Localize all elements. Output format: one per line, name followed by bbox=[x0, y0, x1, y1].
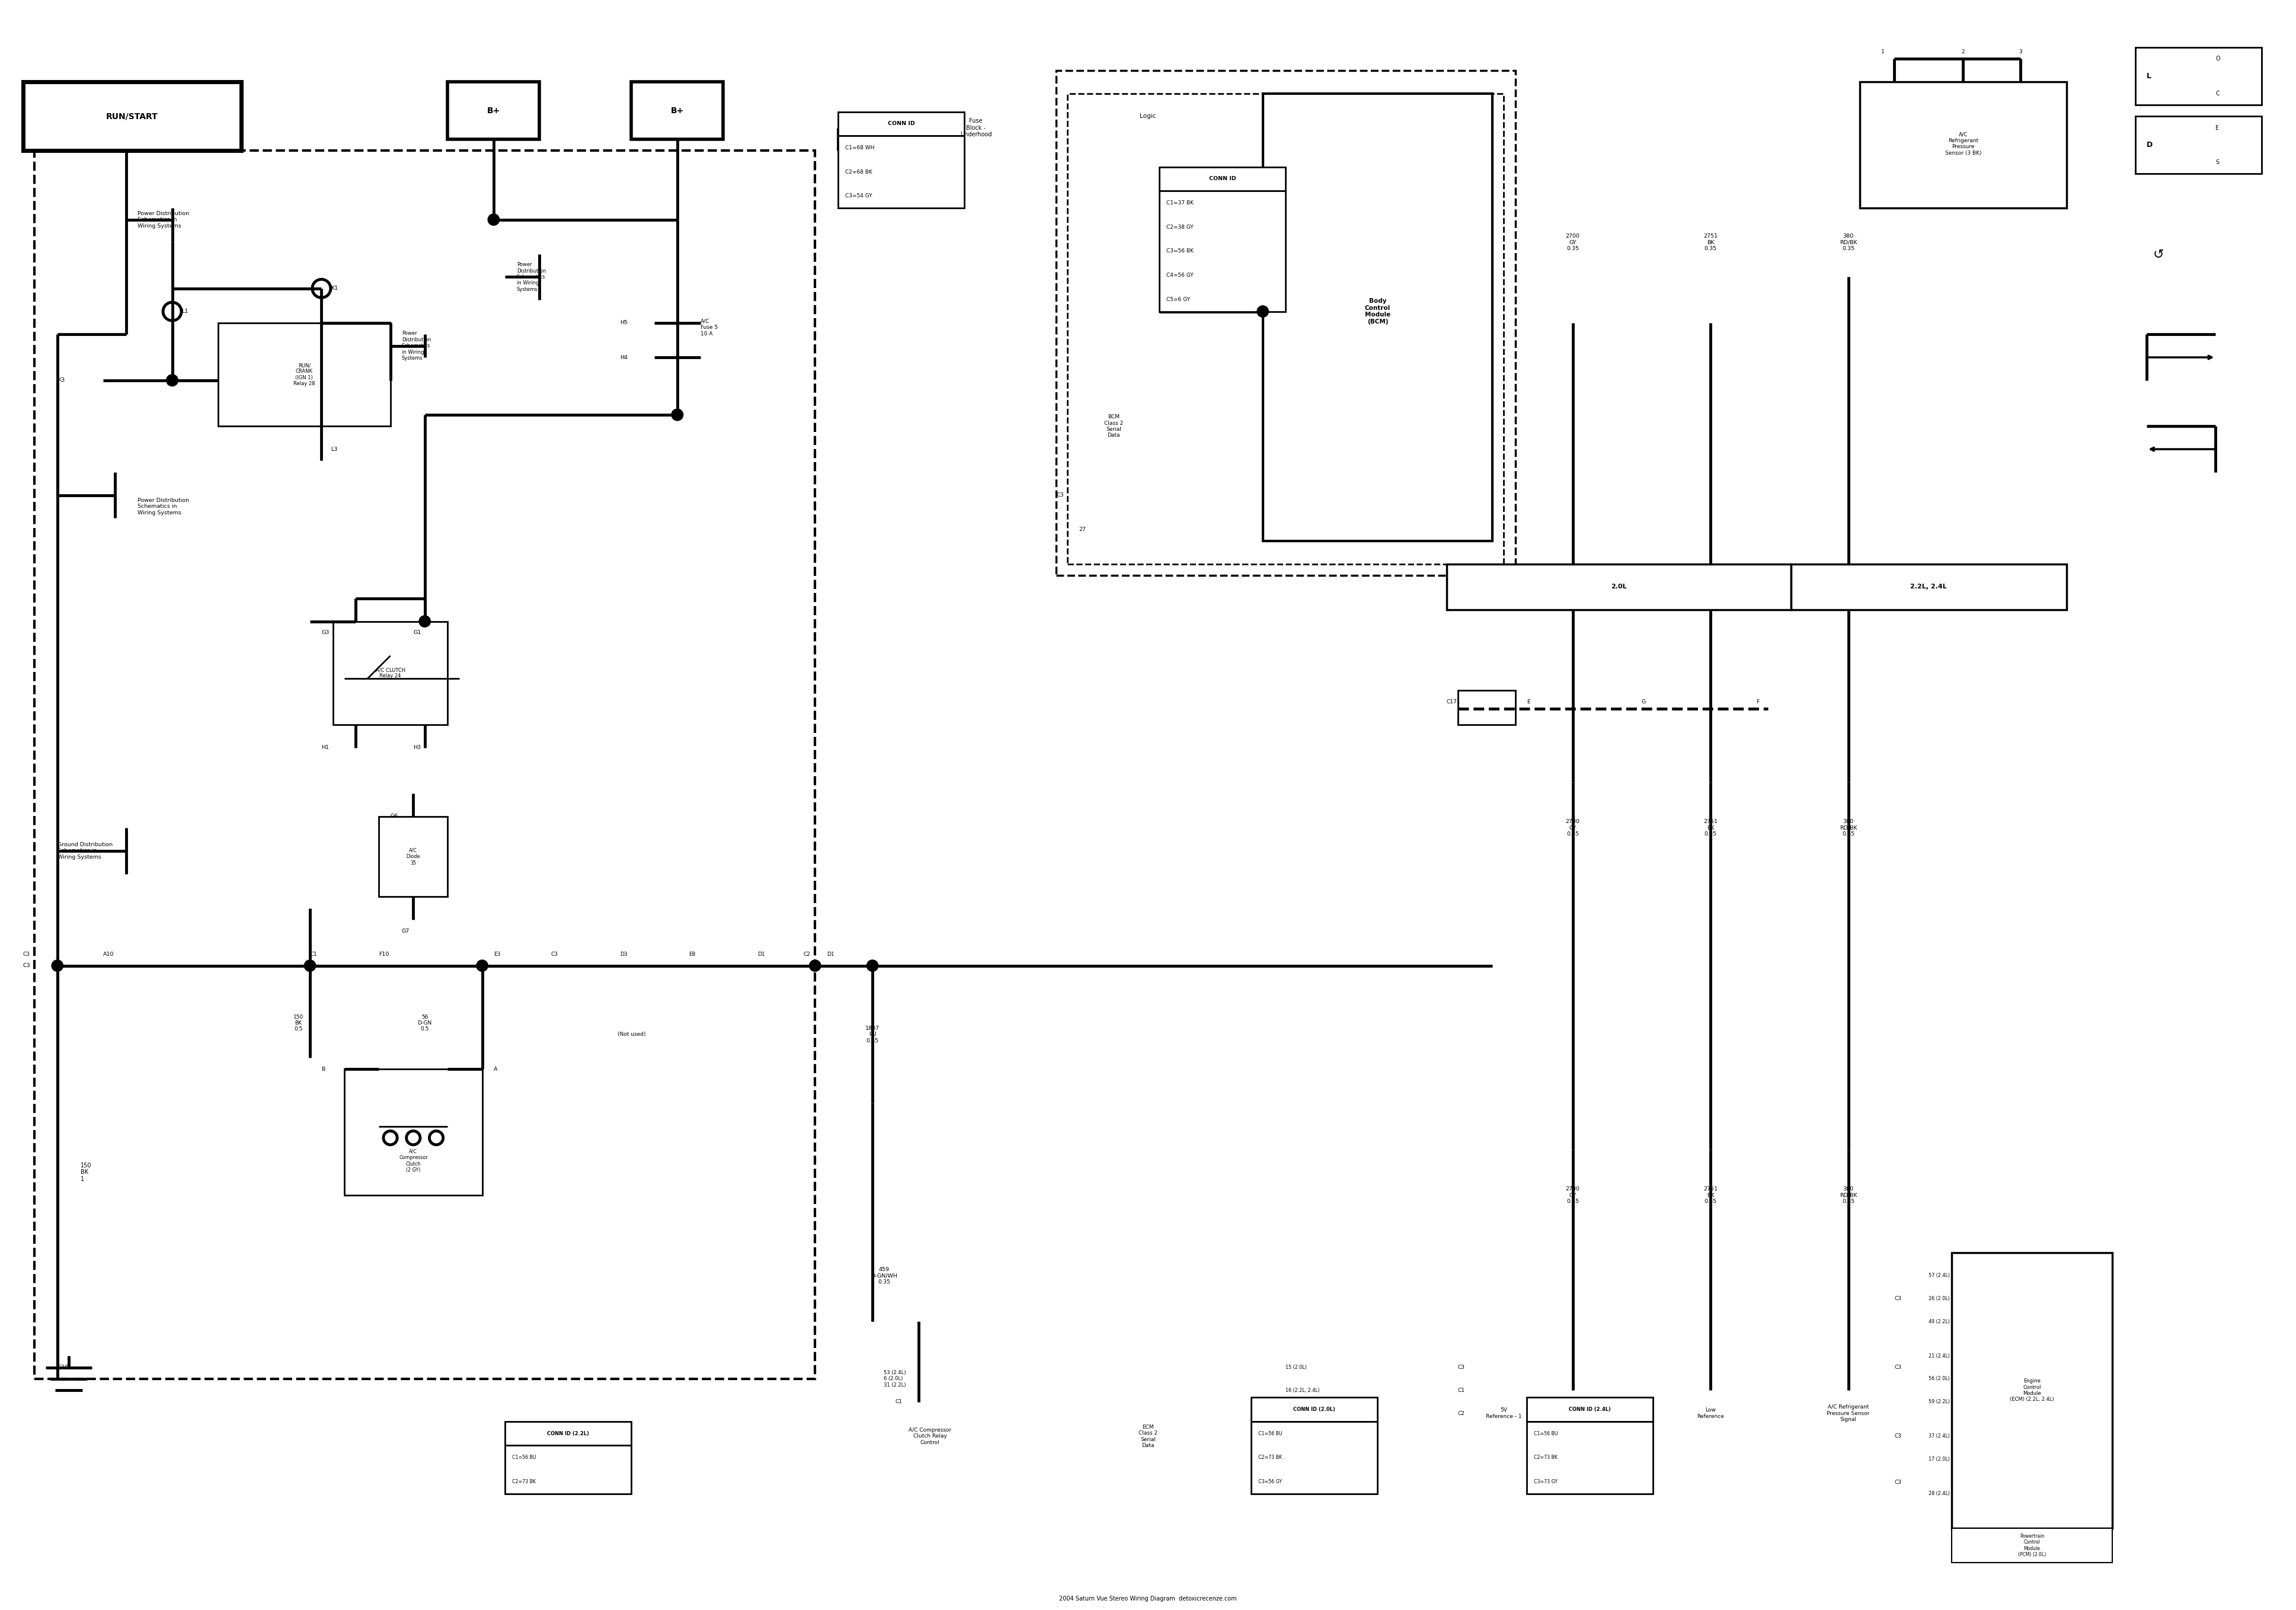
Bar bbox=[1159, 192, 1286, 311]
Text: BCM
Class 2
Serial
Data: BCM Class 2 Serial Data bbox=[1104, 414, 1123, 438]
Text: A/C Compressor
Clutch Relay
Control: A/C Compressor Clutch Relay Control bbox=[909, 1428, 951, 1446]
Text: E: E bbox=[2216, 126, 2220, 130]
Text: E3: E3 bbox=[494, 952, 501, 956]
Circle shape bbox=[305, 960, 317, 971]
Text: A: A bbox=[494, 1066, 498, 1072]
Text: C1: C1 bbox=[1458, 1388, 1465, 1393]
Text: CONN ID: CONN ID bbox=[1210, 175, 1235, 182]
Text: 2700
GY
0.35: 2700 GY 0.35 bbox=[1566, 819, 1580, 837]
Text: C3: C3 bbox=[1894, 1296, 1901, 1301]
Text: C2=68 BK: C2=68 BK bbox=[845, 169, 872, 174]
Text: S: S bbox=[2216, 159, 2220, 166]
Text: 380
RD/BK
0.35: 380 RD/BK 0.35 bbox=[1839, 1187, 1857, 1204]
Text: A/C
Fuse 5
10 A: A/C Fuse 5 10 A bbox=[700, 319, 719, 336]
Text: 2751
BK
0.35: 2751 BK 0.35 bbox=[1704, 1187, 1717, 1204]
Text: 57 (2.4L): 57 (2.4L) bbox=[1929, 1274, 1949, 1278]
Text: 1: 1 bbox=[1880, 50, 1885, 55]
Bar bbox=[505, 1446, 631, 1494]
Text: H1: H1 bbox=[321, 745, 328, 750]
Text: D1: D1 bbox=[827, 952, 833, 956]
Text: K3: K3 bbox=[57, 378, 64, 383]
Text: A/C
Compressor
Clutch
(2 GY): A/C Compressor Clutch (2 GY) bbox=[400, 1150, 427, 1172]
Text: 2751
BK
0.35: 2751 BK 0.35 bbox=[1704, 819, 1717, 837]
Text: 27: 27 bbox=[1079, 526, 1086, 533]
Circle shape bbox=[489, 214, 501, 225]
Bar bbox=[1446, 564, 1791, 610]
Text: 380
RD/BK
0.35: 380 RD/BK 0.35 bbox=[1839, 819, 1857, 837]
Text: 2751
BK
0.35: 2751 BK 0.35 bbox=[1704, 233, 1717, 251]
Text: ECM
Class 2
Serial
Data: ECM Class 2 Serial Data bbox=[1139, 1425, 1157, 1449]
Text: 2.2L, 2.4L: 2.2L, 2.4L bbox=[1910, 584, 1947, 589]
Text: C3: C3 bbox=[1894, 1433, 1901, 1439]
Text: C4=56 GY: C4=56 GY bbox=[1166, 272, 1194, 279]
Text: A10: A10 bbox=[103, 952, 115, 956]
Text: 53 (2.4L)
6 (2.0L)
31 (2.2L): 53 (2.4L) 6 (2.0L) 31 (2.2L) bbox=[884, 1370, 907, 1388]
Text: A/C CLUTCH
Relay 24: A/C CLUTCH Relay 24 bbox=[377, 667, 404, 679]
Text: B: B bbox=[321, 1066, 326, 1072]
Text: K1: K1 bbox=[331, 287, 338, 291]
Text: L: L bbox=[2147, 72, 2151, 81]
Circle shape bbox=[673, 409, 684, 420]
Text: 21 (2.4L): 21 (2.4L) bbox=[1929, 1354, 1949, 1359]
Text: 5V
Reference - 1: 5V Reference - 1 bbox=[1486, 1407, 1522, 1418]
Text: 2004 Saturn Vue Stereo Wiring Diagram  detoxicrecenze.com: 2004 Saturn Vue Stereo Wiring Diagram de… bbox=[1058, 1596, 1238, 1602]
Text: C3: C3 bbox=[23, 963, 30, 968]
Text: C1: C1 bbox=[895, 1399, 902, 1404]
Bar bbox=[23, 82, 241, 151]
Text: C2=38 GY: C2=38 GY bbox=[1166, 224, 1194, 230]
Text: D1: D1 bbox=[758, 952, 765, 956]
Bar bbox=[1458, 691, 1515, 724]
Text: B+: B+ bbox=[670, 106, 684, 114]
Text: ↺: ↺ bbox=[2154, 248, 2163, 259]
Text: C3=54 GY: C3=54 GY bbox=[845, 193, 872, 198]
Text: 59 (2.2L): 59 (2.2L) bbox=[1929, 1399, 1949, 1404]
Text: 15 (2.0L): 15 (2.0L) bbox=[1286, 1365, 1306, 1370]
Text: 17 (2.0L): 17 (2.0L) bbox=[1929, 1457, 1949, 1462]
Bar bbox=[1952, 1528, 2112, 1563]
Text: C1: C1 bbox=[310, 952, 317, 956]
Circle shape bbox=[868, 960, 879, 971]
Text: C2=73 BK: C2=73 BK bbox=[1258, 1455, 1281, 1460]
Bar bbox=[448, 82, 540, 140]
Text: CONN ID (2.0L): CONN ID (2.0L) bbox=[1293, 1407, 1336, 1412]
Circle shape bbox=[478, 960, 489, 971]
Bar bbox=[1527, 1397, 1653, 1422]
Text: Logic: Logic bbox=[1139, 113, 1157, 119]
Text: (Not used): (Not used) bbox=[618, 1032, 645, 1037]
Text: Power Distribution
Schematics in
Wiring Systems: Power Distribution Schematics in Wiring … bbox=[138, 497, 188, 515]
Text: C3: C3 bbox=[1056, 493, 1063, 497]
Text: A/C
Refrigerant
Pressure
Sensor (3 BK): A/C Refrigerant Pressure Sensor (3 BK) bbox=[1945, 132, 1981, 156]
Text: Fuse
Block -
Underhood: Fuse Block - Underhood bbox=[960, 118, 992, 137]
Text: C2=73 BK: C2=73 BK bbox=[1534, 1455, 1557, 1460]
Bar bbox=[1791, 564, 2066, 610]
Text: RUN/
CRANK
(IGN 1)
Relay 28: RUN/ CRANK (IGN 1) Relay 28 bbox=[294, 362, 315, 386]
Circle shape bbox=[810, 960, 822, 971]
Text: 3: 3 bbox=[2018, 50, 2023, 55]
Text: 26 (2.0L): 26 (2.0L) bbox=[1929, 1296, 1949, 1301]
Circle shape bbox=[168, 375, 179, 386]
Circle shape bbox=[673, 409, 684, 420]
Bar bbox=[1251, 1422, 1378, 1494]
Bar bbox=[1860, 82, 2066, 208]
Circle shape bbox=[420, 615, 432, 626]
Text: C1=56 BU: C1=56 BU bbox=[1534, 1431, 1557, 1436]
Text: C2: C2 bbox=[804, 952, 810, 956]
Text: O: O bbox=[2216, 56, 2220, 61]
Text: 37 (2.4L): 37 (2.4L) bbox=[1929, 1433, 1949, 1439]
Bar bbox=[333, 621, 448, 724]
Text: Engine
Control
Module
(ECM) (2.2L, 2.4L): Engine Control Module (ECM) (2.2L, 2.4L) bbox=[2009, 1378, 2055, 1402]
Bar bbox=[838, 135, 964, 208]
Text: Power Distribution
Schematics in
Wiring Systems: Power Distribution Schematics in Wiring … bbox=[138, 211, 188, 229]
Bar bbox=[379, 816, 448, 897]
Text: Low
Reference: Low Reference bbox=[1697, 1407, 1724, 1418]
Text: C3=56 GY: C3=56 GY bbox=[1258, 1480, 1281, 1484]
Text: H4: H4 bbox=[620, 354, 627, 361]
Text: E: E bbox=[1527, 699, 1531, 704]
Text: 150
BK
0.5: 150 BK 0.5 bbox=[294, 1014, 303, 1032]
Text: L3: L3 bbox=[331, 446, 338, 452]
Text: L1: L1 bbox=[181, 309, 188, 314]
Text: Ground Distribution
Schematics in
Wiring Systems: Ground Distribution Schematics in Wiring… bbox=[57, 842, 113, 860]
Bar bbox=[1251, 1397, 1378, 1422]
Text: 2.0L: 2.0L bbox=[1612, 584, 1626, 589]
Text: G: G bbox=[1642, 699, 1646, 704]
